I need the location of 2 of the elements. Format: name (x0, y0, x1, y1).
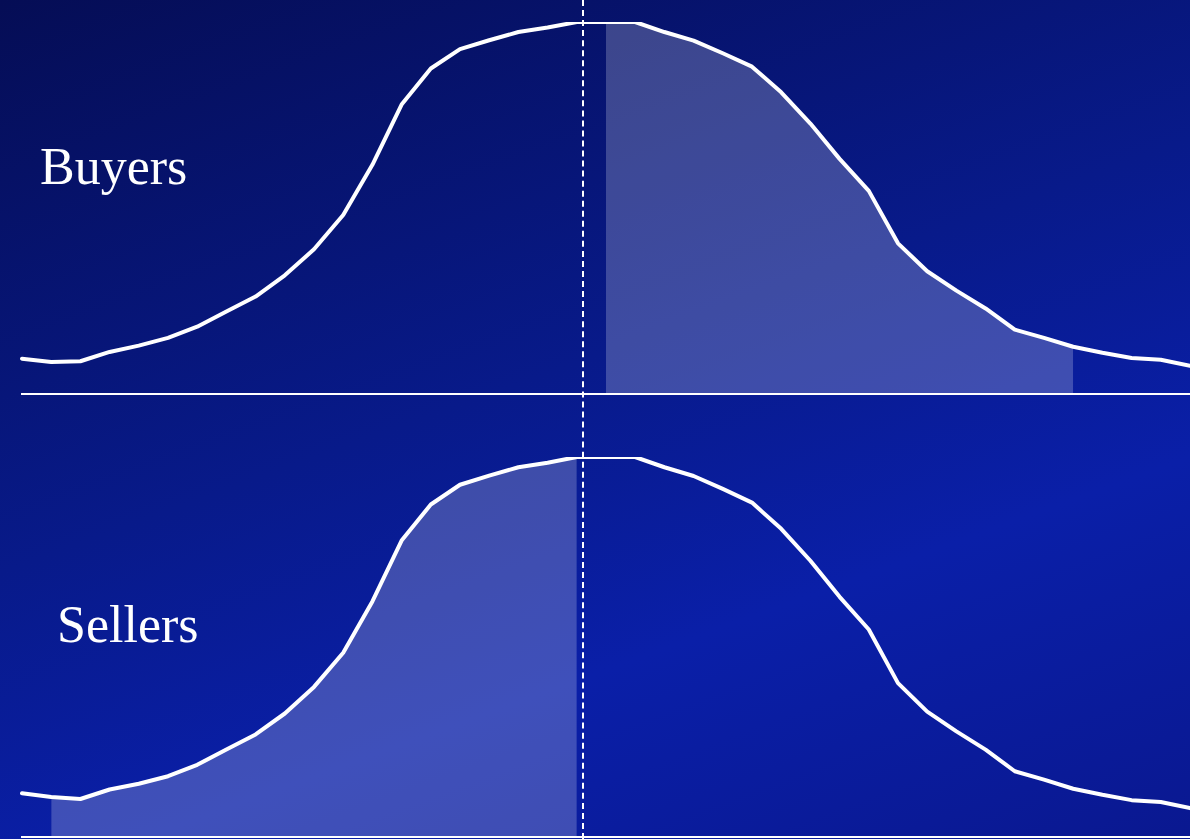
text: Sellers (57, 595, 199, 653)
text: Buyers (40, 138, 188, 196)
